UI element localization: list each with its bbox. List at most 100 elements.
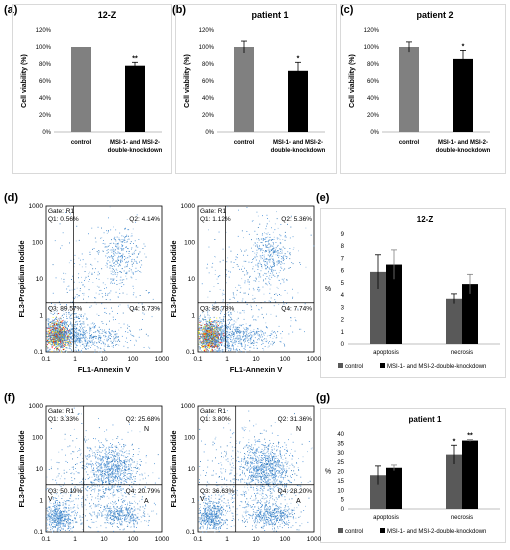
region-label-a: A [296, 498, 301, 505]
y-tick-label: 30 [337, 451, 344, 457]
y-tick-label: 1000 [29, 403, 44, 410]
y-axis-label: FL3-Propidium Iodide [17, 430, 26, 507]
x-tick-label: 1000 [307, 536, 322, 543]
y-tick-label: 60% [367, 79, 380, 85]
y-axis-label: % [325, 469, 331, 476]
y-tick-label: 0 [341, 342, 345, 348]
y-axis-label: FL3-Propidium Iodide [17, 240, 26, 317]
bar-msi1 [288, 70, 308, 132]
grouped-bar-chart-g: patient 10510152025303540%apoptosis***ne… [325, 415, 500, 535]
y-tick-label: 60% [39, 79, 52, 85]
x-tick-label: 100 [280, 356, 291, 363]
legend-swatch [380, 363, 385, 368]
y-tick-label: 100 [184, 435, 195, 442]
y-tick-label: 1 [39, 498, 43, 505]
gate-label: Gate: R1 [48, 408, 74, 415]
y-tick-label: 40 [337, 432, 344, 438]
legend-swatch [338, 528, 343, 533]
x-tick-label: 0.1 [193, 356, 202, 363]
panel-label-d: (d) [4, 192, 19, 204]
region-label-n: N [144, 426, 149, 433]
y-tick-label: 10 [188, 276, 196, 283]
chart-title: patient 2 [416, 10, 453, 20]
y-tick-label: 10 [188, 466, 196, 473]
bar-chart-b: patient 1 0% 20% 40% 60% 80% 100% 120% Cell viab… [184, 10, 326, 154]
bar-necrosis-knockdown [462, 440, 478, 509]
y-tick-label: 100% [36, 45, 52, 51]
quadrant-label-q2: Q2: 5.36% [281, 216, 312, 223]
chart-title: 12-Z [98, 10, 117, 20]
quadrant-label-q1: Q1: 3.33% [48, 416, 79, 423]
x-tick-label: 0.1 [41, 536, 50, 543]
bar-necrosis-control [446, 454, 462, 509]
y-tick-label: 100 [184, 240, 195, 247]
bar-apoptosis-knockdown [386, 264, 402, 344]
x-category-label: apoptosis [373, 515, 399, 521]
chart-frame-c [340, 4, 506, 174]
y-tick-label: 100% [199, 45, 215, 51]
y-tick-label: 1 [39, 313, 43, 320]
y-tick-label: 9 [341, 232, 345, 238]
dot-cloud [198, 206, 315, 353]
bar-necrosis-knockdown [462, 284, 478, 344]
panel-label-e: (e) [316, 192, 330, 204]
chart-frame-b [175, 4, 337, 174]
y-axis-label: FL3-Propidium Iodide [169, 240, 178, 317]
y-tick-label: 0% [205, 130, 214, 136]
y-tick-label: 10 [337, 488, 344, 494]
gate-label: Gate: R1 [48, 208, 74, 215]
y-axis-label: FL3-Propidium Iodide [169, 430, 178, 507]
bar-msi1 [453, 58, 473, 132]
y-axis-label: % [325, 286, 331, 293]
x-category-label: MSI-1- and MSI-2-double-knockdown [271, 140, 326, 154]
y-tick-label: 80% [367, 62, 380, 68]
x-tick-label: 1 [225, 356, 229, 363]
quadrant-label-q1: Q1: 0.56% [48, 216, 79, 223]
chart-frame-a [12, 4, 172, 174]
quadrant-label-q2: Q2: 25.68% [126, 416, 161, 423]
x-tick-label: 1 [225, 536, 229, 543]
chart-frame-e [320, 208, 506, 378]
y-tick-label: 60% [202, 79, 215, 85]
y-tick-label: 40% [39, 96, 52, 102]
bar-control [234, 47, 254, 132]
quadrant-label-q4: Q4: 7.74% [281, 306, 312, 313]
dot-cloud [46, 407, 160, 533]
legend-label: control [345, 364, 363, 370]
plot-area [45, 405, 163, 533]
x-axis-label: FL1-Annexin V [78, 365, 131, 374]
y-axis-label: Cell viability (%) [349, 54, 356, 108]
y-tick-label: 2 [341, 318, 345, 324]
grouped-bar-chart-e: 12-Z 0 1 2 3 4 5 6 7 8 9% apoptosis necrosis control M… [325, 215, 500, 370]
y-tick-label: 20% [39, 113, 52, 119]
gate-label: Gate: R1 [200, 208, 226, 215]
chart-title: patient 1 [251, 10, 288, 20]
legend-label: control [345, 529, 363, 535]
x-category-label: control [71, 140, 92, 146]
quadrant-label-q3: Q3: 36.63% [200, 488, 235, 495]
quadrant-label-q4: Q4: 20.79% [126, 488, 161, 495]
x-tick-label: 1000 [307, 356, 322, 363]
panel-label-g: (g) [316, 392, 331, 404]
y-tick-label: 5 [341, 281, 345, 287]
bar-control [71, 47, 91, 132]
bar-apoptosis-control [370, 475, 386, 509]
y-tick-label: 20% [202, 113, 215, 119]
quadrant-label-q4: Q4: 28.20% [278, 488, 313, 495]
y-tick-label: 6 [341, 269, 345, 275]
y-tick-label: 80% [39, 62, 52, 68]
x-category-label: control [234, 140, 255, 146]
bar-chart-a: 12-Z 0% 20% 40% 60% 80% 100% 120% Cell viability… [21, 10, 163, 154]
quadrant-label-q1: Q1: 3.80% [200, 416, 231, 423]
y-axis-label: Cell viability (%) [21, 54, 28, 108]
x-tick-label: 1000 [155, 536, 170, 543]
legend-swatch [338, 363, 343, 368]
gate-label: Gate: R1 [200, 408, 226, 415]
y-tick-label: 0% [370, 130, 379, 136]
x-tick-label: 100 [128, 536, 139, 543]
x-category-label: necrosis [451, 515, 473, 521]
x-category-label: control [399, 140, 420, 146]
y-tick-label: 10 [36, 466, 44, 473]
x-tick-label: 1000 [155, 356, 170, 363]
region-label-v: V [200, 496, 205, 503]
